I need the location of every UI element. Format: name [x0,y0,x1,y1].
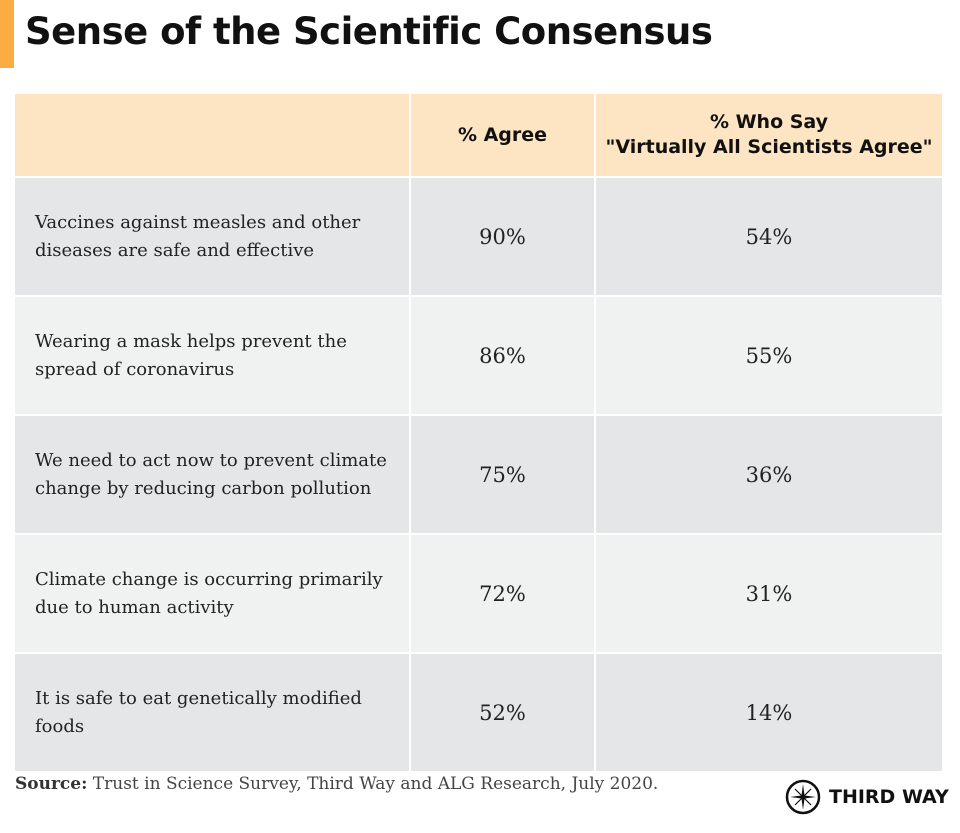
row-statement: We need to act now to prevent climate ch… [15,416,409,533]
header-agree: % Agree [411,94,594,176]
logo-text: THIRD WAY [829,786,949,808]
agree-value: 75% [411,416,594,533]
accent-bar [0,0,14,68]
header-line-2: "Virtually All Scientists Agree" [605,136,933,158]
agree-value: 86% [411,297,594,414]
virtually-all-value: 54% [596,178,942,295]
row-statement: Climate change is occurring primarily du… [15,535,409,652]
table-row: Wearing a mask helps prevent the spread … [15,297,942,414]
table-row: Vaccines against measles and other disea… [15,178,942,295]
third-way-logo: THIRD WAY [785,779,949,815]
virtually-all-value: 36% [596,416,942,533]
virtually-all-value: 55% [596,297,942,414]
source-text: Trust in Science Survey, Third Way and A… [87,774,659,794]
table-row: We need to act now to prevent climate ch… [15,416,942,533]
agree-value: 90% [411,178,594,295]
table-header-row: % Agree % Who Say "Virtually All Scienti… [15,94,942,176]
source-note: Source: Trust in Science Survey, Third W… [15,774,658,794]
agree-value: 52% [411,654,594,771]
header-line-1: % Who Say [709,111,829,134]
consensus-table: % Agree % Who Say "Virtually All Scienti… [13,92,944,773]
table-row: Climate change is occurring primarily du… [15,535,942,652]
page-title: Sense of the Scientific Consensus [25,10,713,53]
header-statement [15,94,409,176]
agree-value: 72% [411,535,594,652]
table-row: It is safe to eat genetically modified f… [15,654,942,771]
row-statement: Wearing a mask helps prevent the spread … [15,297,409,414]
virtually-all-value: 14% [596,654,942,771]
compass-star-icon [785,779,821,815]
header-virtually-all: % Who Say "Virtually All Scientists Agre… [596,94,942,176]
source-label: Source: [15,774,88,794]
row-statement: Vaccines against measles and other disea… [15,178,409,295]
row-statement: It is safe to eat genetically modified f… [15,654,409,771]
virtually-all-value: 31% [596,535,942,652]
